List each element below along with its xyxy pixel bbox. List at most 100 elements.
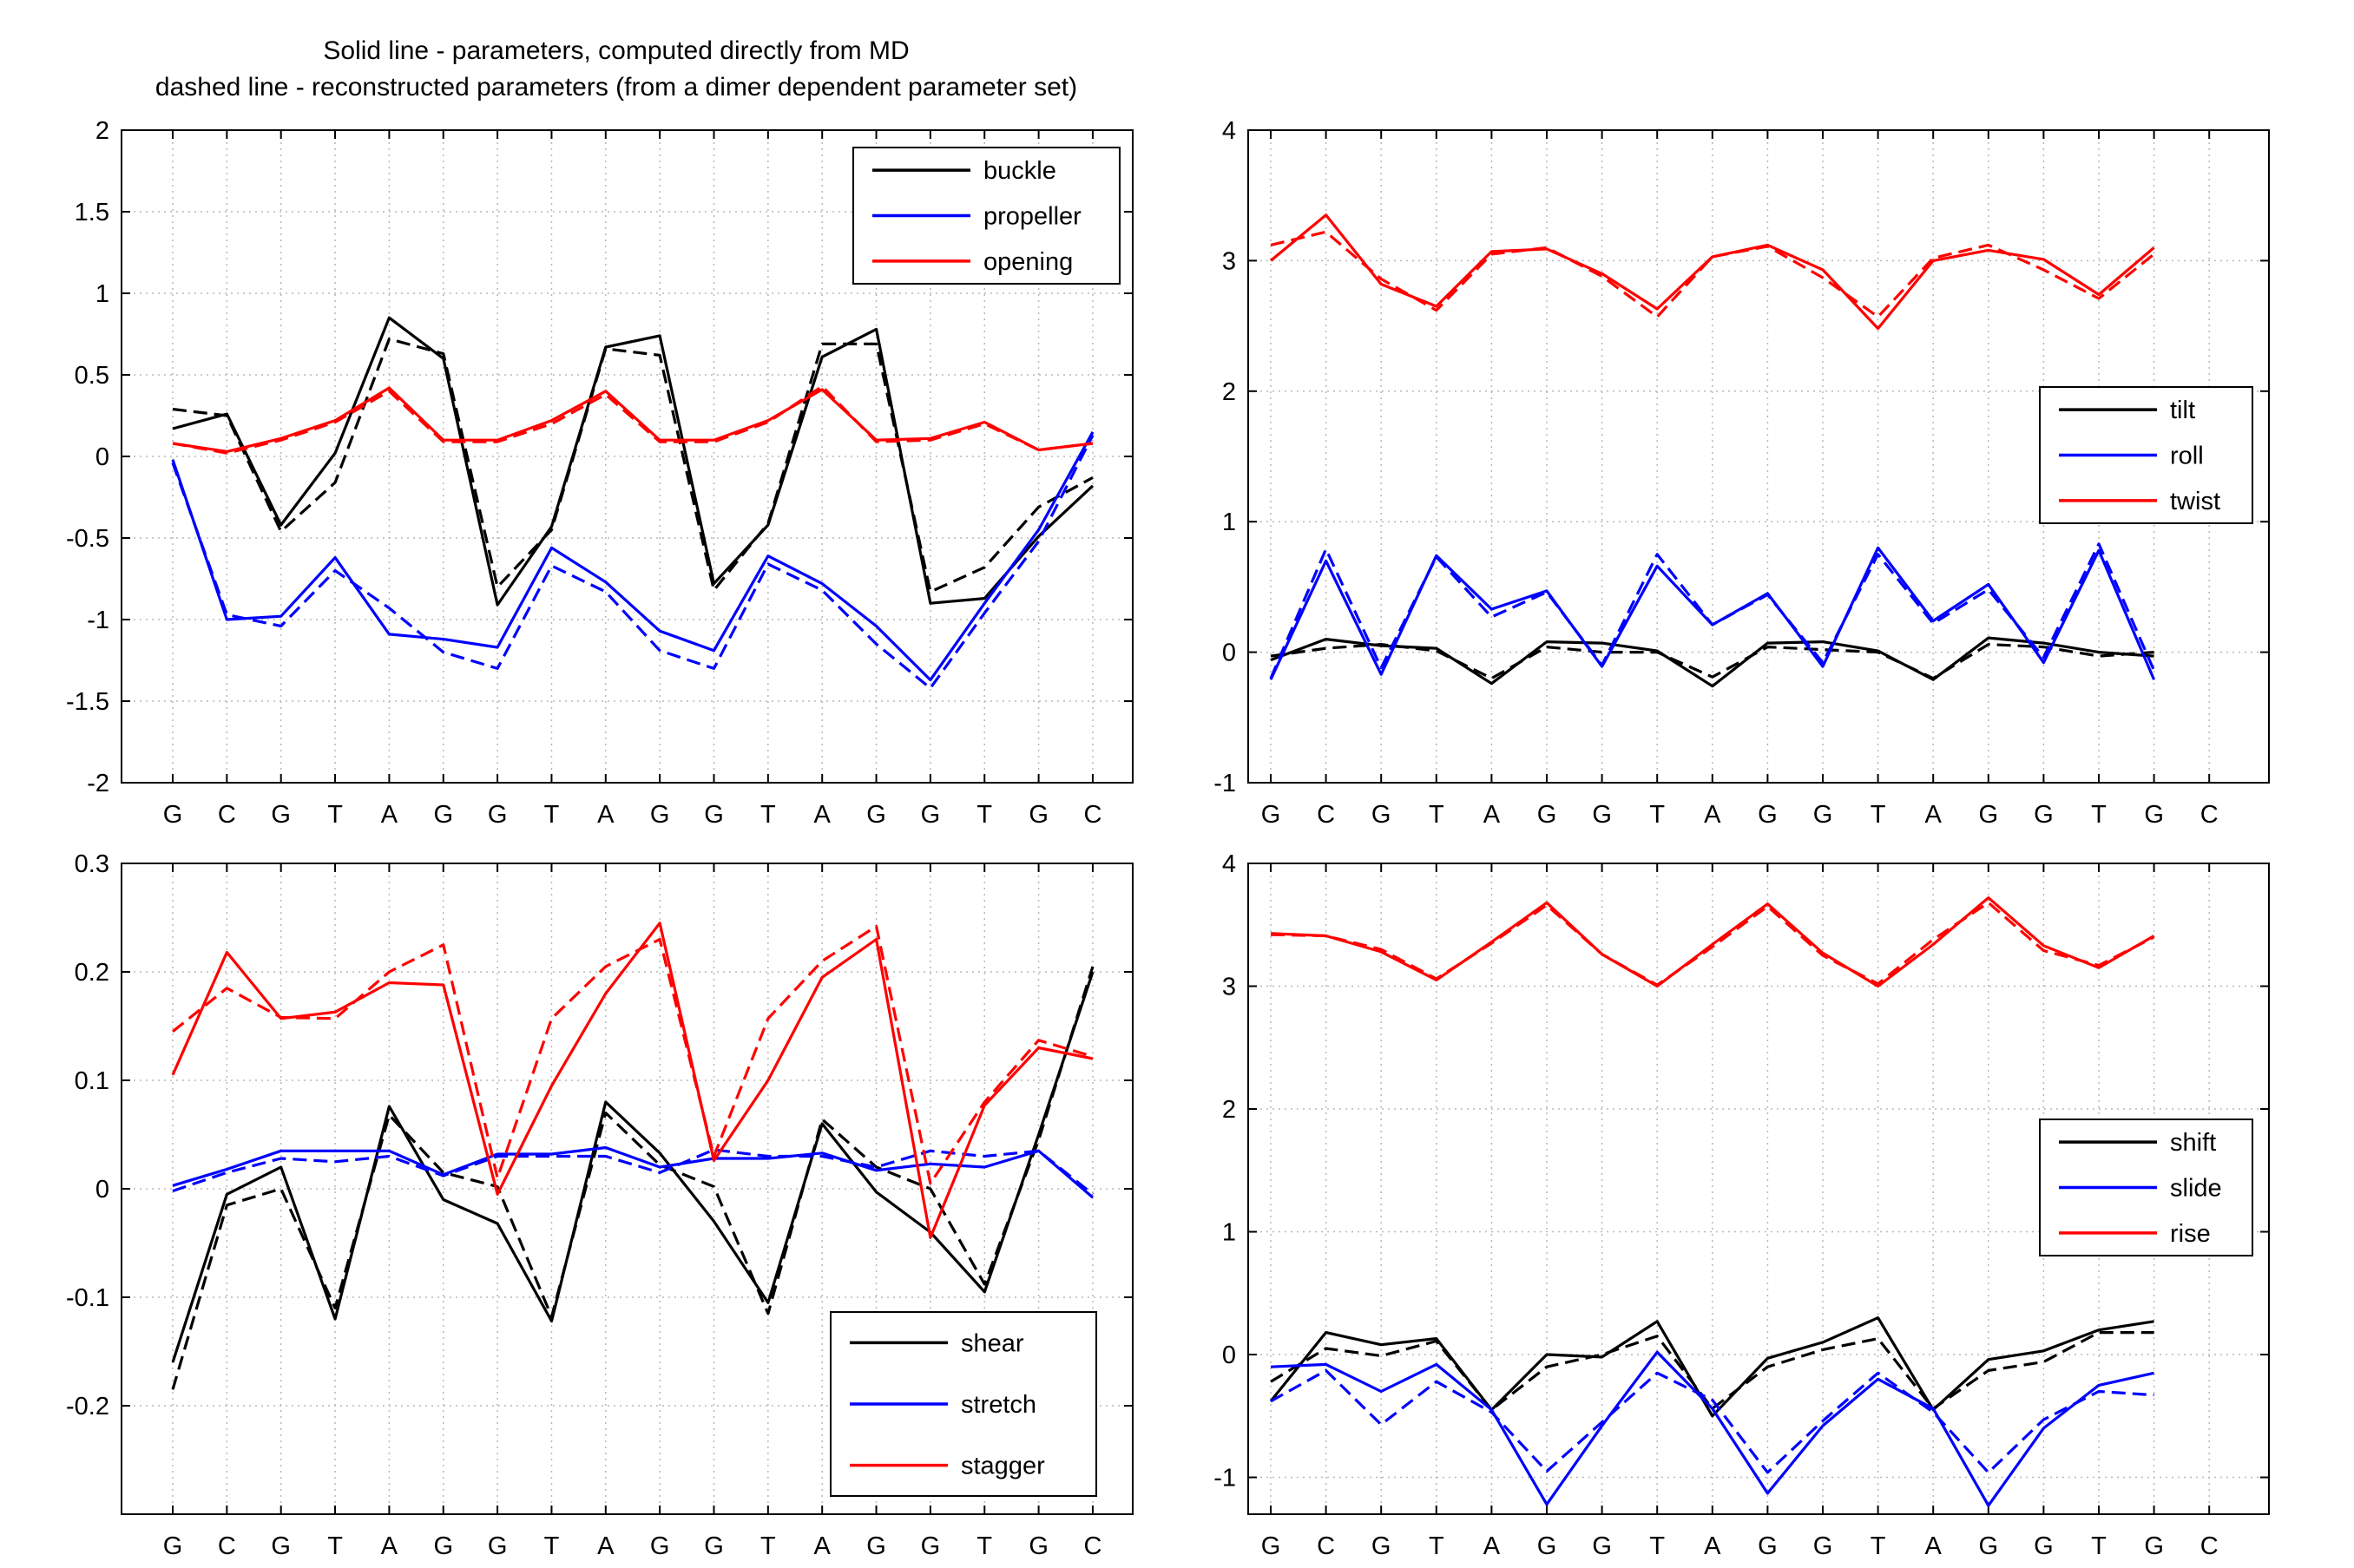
x-tick-label: G (433, 801, 453, 829)
x-tick-label: T (1649, 801, 1665, 829)
y-tick-label: 1 (1222, 508, 1236, 536)
x-tick-label: C (2200, 801, 2219, 829)
x-tick-label: A (381, 801, 398, 829)
y-tick-label: 2 (1222, 378, 1236, 406)
legend-label-shift: shift (2170, 1129, 2216, 1157)
series-line-buckle-solid (172, 316, 1095, 607)
x-tick-label: G (650, 801, 670, 829)
x-tick-label: G (1979, 1532, 1999, 1560)
chart-panel-1: -2 -1.5 -1 -0.5 0 0.5 1 1.5 2 G C G T A G G T A G G T A G G T G Cb… (66, 117, 1134, 829)
x-tick-label: C (218, 801, 236, 829)
x-tick-label: G (704, 1532, 724, 1560)
x-tick-label: C (2200, 1532, 2219, 1560)
y-tick-label: -0.5 (66, 525, 109, 553)
x-tick-label: G (921, 801, 941, 829)
y-tick-label: 2 (1222, 1096, 1236, 1124)
x-tick-label: G (1371, 801, 1391, 829)
x-tick-label: A (1925, 801, 1943, 829)
x-tick-label: T (1649, 1532, 1665, 1560)
y-tick-label: 0 (95, 443, 109, 471)
y-tick-label: 1 (1222, 1219, 1236, 1247)
x-tick-label: A (1925, 1532, 1943, 1560)
legend-label-twist: twist (2170, 488, 2220, 515)
x-tick-label: G (1592, 801, 1612, 829)
x-tick-label: G (1261, 801, 1281, 829)
y-tick-label: 0.5 (75, 362, 109, 390)
x-tick-label: T (2091, 1532, 2107, 1560)
x-tick-label: T (544, 801, 560, 829)
y-tick-label: 0.1 (75, 1067, 109, 1095)
legend-label-tilt: tilt (2170, 397, 2195, 424)
y-tick-label: 0 (1222, 1342, 1236, 1369)
legend: buckle propeller opening (852, 147, 1121, 285)
x-tick-label: G (163, 801, 183, 829)
legend-label-slide: slide (2170, 1175, 2222, 1203)
legend-label-rise: rise (2170, 1220, 2211, 1248)
series-line-shift-dashed (1270, 1330, 2154, 1412)
x-tick-label: T (2091, 801, 2107, 829)
x-tick-label: G (866, 1532, 886, 1560)
y-tick-label: -0.1 (66, 1284, 109, 1312)
y-tick-label: 2 (95, 117, 109, 145)
x-tick-label: G (2144, 1532, 2164, 1560)
y-tick-label: 3 (1222, 247, 1236, 275)
series-line-tilt-solid (1270, 636, 2154, 688)
x-tick-label: G (1029, 801, 1049, 829)
x-tick-label: G (1758, 1532, 1778, 1560)
legend: shear stretch stagger (830, 1311, 1097, 1497)
series-line-stretch-solid (172, 1145, 1095, 1199)
x-tick-label: T (327, 801, 343, 829)
x-tick-label: G (1592, 1532, 1612, 1560)
x-tick-label: A (814, 801, 832, 829)
series-line-tilt-dashed (1270, 642, 2154, 680)
y-tick-label: 4 (1222, 117, 1236, 145)
x-tick-label: A (814, 1532, 832, 1560)
legend-label-shear: shear (961, 1329, 1024, 1357)
x-tick-label: G (2034, 1532, 2054, 1560)
x-tick-label: G (1537, 1532, 1557, 1560)
x-tick-label: G (488, 1532, 508, 1560)
y-tick-label: -1 (1213, 770, 1236, 797)
x-tick-label: G (650, 1532, 670, 1560)
x-tick-label: G (488, 801, 508, 829)
y-tick-label: -1 (1213, 1465, 1236, 1493)
series-line-twist-dashed (1270, 230, 2155, 318)
x-tick-label: G (1979, 801, 1999, 829)
axes-frame (1247, 129, 2270, 784)
series-line-slide-dashed (1270, 1368, 2154, 1474)
series-line-stagger-dashed (171, 924, 1094, 1185)
legend-label-buckle: buckle (983, 157, 1056, 185)
series-line-twist-solid (1269, 213, 2155, 331)
series-line-roll-solid (1269, 546, 2156, 680)
series-line-stretch-dashed (172, 1148, 1095, 1196)
x-tick-label: T (1429, 801, 1444, 829)
x-tick-label: G (433, 1532, 453, 1560)
series-line-propeller-dashed (171, 434, 1095, 690)
x-tick-label: G (271, 801, 291, 829)
y-tick-label: 0.3 (75, 850, 109, 878)
legend-label-roll: roll (2170, 443, 2204, 470)
y-tick-label: 0 (95, 1176, 109, 1204)
series-line-stagger-solid (171, 922, 1094, 1239)
y-tick-label: 0.2 (75, 959, 109, 987)
series-line-shift-solid (1269, 1315, 2154, 1418)
x-tick-label: G (866, 801, 886, 829)
x-tick-label: G (1371, 1532, 1391, 1560)
x-tick-label: T (976, 801, 992, 829)
x-tick-label: G (1758, 801, 1778, 829)
legend-label-stagger: stagger (961, 1453, 1045, 1480)
x-tick-label: T (760, 801, 776, 829)
title-line-1: Solid line - parameters, computed direct… (323, 36, 910, 65)
x-tick-label: A (597, 801, 615, 829)
figure-title: Solid line - parameters, computed direct… (52, 33, 1180, 106)
legend-label-propeller: propeller (983, 203, 1082, 231)
y-tick-label: -2 (87, 770, 109, 797)
x-tick-label: G (1813, 1532, 1833, 1560)
x-tick-label: A (1483, 801, 1501, 829)
x-tick-label: T (1429, 1532, 1444, 1560)
x-tick-label: G (2144, 801, 2164, 829)
y-tick-label: 4 (1222, 850, 1236, 878)
y-tick-label: 0 (1222, 640, 1236, 667)
series-line-shear-dashed (171, 966, 1095, 1390)
